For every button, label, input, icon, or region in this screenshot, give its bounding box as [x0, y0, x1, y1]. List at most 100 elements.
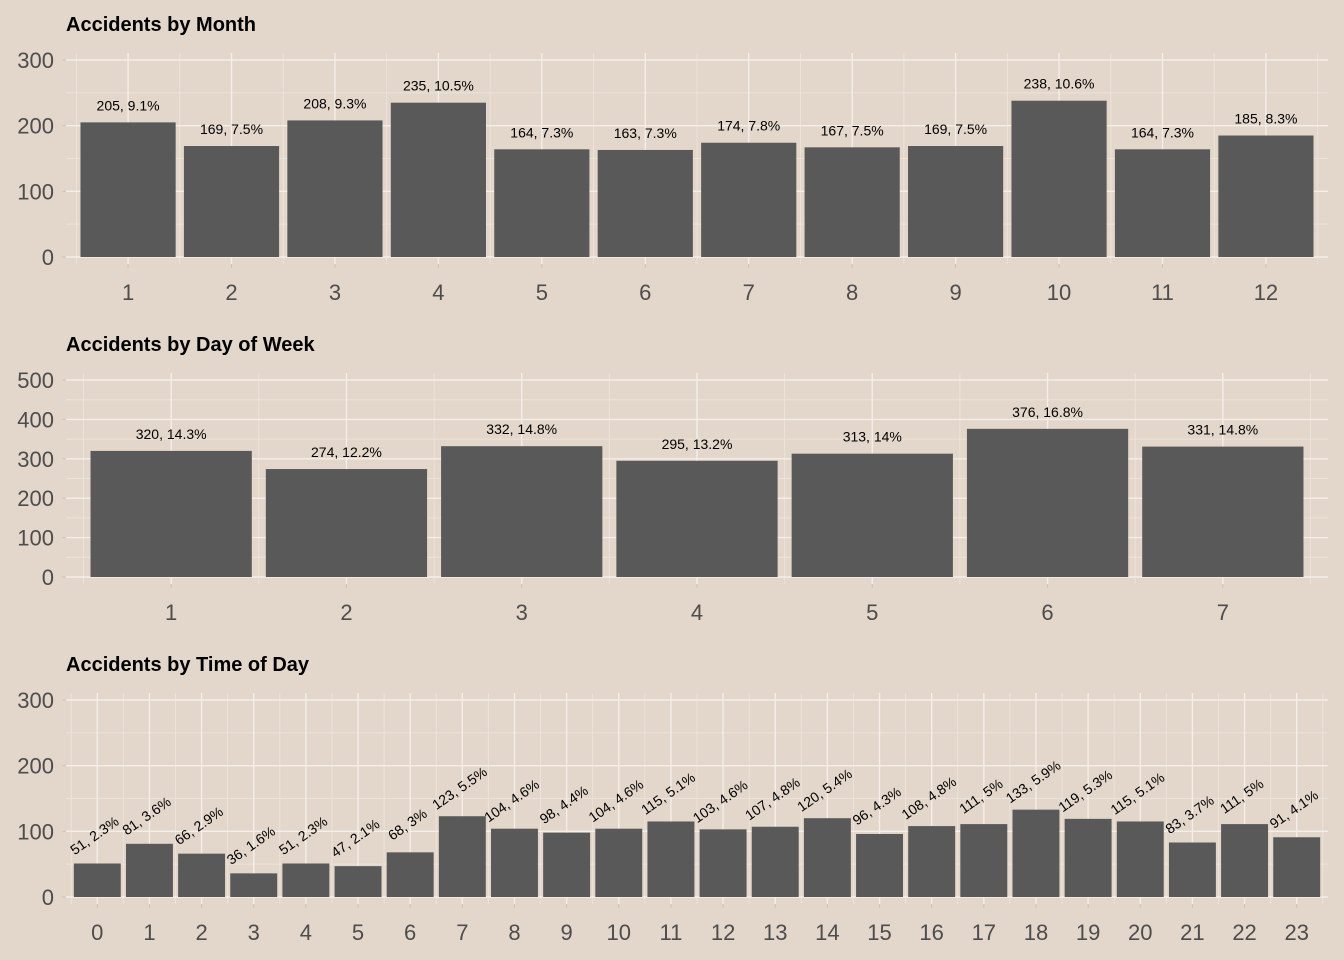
month-x-tick-label: 9 [949, 280, 961, 305]
hour-bar [803, 818, 851, 897]
hour-x-axis: 0 1 2 3 4 5 6 7 8 9 10 11 12 13 14 15 16 17 18 19 20 21 22 23 [91, 904, 1309, 945]
hour-bar [438, 816, 486, 897]
hour-x-tick-label: 9 [561, 920, 573, 945]
hour-data-label: 119, 5.3% [1055, 766, 1115, 815]
month-chart-title: Accidents by Month [66, 14, 256, 36]
weekday-bar [1142, 446, 1304, 577]
weekday-x-tick-label: 6 [1041, 600, 1053, 625]
month-x-tick-label: 2 [225, 280, 237, 305]
weekday-bars [90, 428, 1304, 577]
month-data-label: 238, 10.6% [1024, 76, 1095, 92]
month-bar [287, 120, 383, 257]
hour-data-label: 104, 4.6% [481, 776, 542, 825]
hour-y-axis: 0 100 200 300 [17, 688, 66, 910]
month-x-tick-label: 6 [639, 280, 651, 305]
hour-y-tick-label: 200 [17, 754, 54, 779]
month-bar [390, 102, 486, 257]
month-y-tick-label: 200 [17, 114, 54, 139]
month-data-labels: 205, 9.1% 169, 7.5% 208, 9.3% 235, 10.5% 164… [97, 76, 1298, 141]
month-data-label: 174, 7.8% [717, 118, 780, 134]
hour-data-label: 36, 1.6% [224, 823, 278, 868]
weekday-y-tick-label: 0 [42, 565, 54, 590]
weekday-y-tick-label: 200 [17, 486, 54, 511]
hour-x-tick-label: 4 [300, 920, 312, 945]
month-bar [908, 146, 1004, 257]
weekday-bar [616, 460, 778, 577]
month-data-label: 164, 7.3% [1131, 124, 1194, 140]
month-x-tick-label: 8 [846, 280, 858, 305]
month-x-tick-label: 5 [536, 280, 548, 305]
month-bar [1011, 100, 1107, 257]
hour-x-tick-label: 13 [763, 920, 787, 945]
hour-x-tick-label: 5 [352, 920, 364, 945]
hour-bars [73, 809, 1321, 897]
month-bars [80, 100, 1314, 257]
hour-bar [751, 826, 799, 897]
month-x-tick-label: 4 [432, 280, 444, 305]
hour-x-tick-label: 15 [867, 920, 891, 945]
hour-bar [1273, 837, 1321, 897]
weekday-data-label: 320, 14.3% [136, 426, 207, 442]
month-bar [494, 149, 590, 257]
hour-panel: Accidents by Time of Day 51, 2.3%81, 3.6… [17, 654, 1328, 945]
hour-x-tick-label: 19 [1076, 920, 1100, 945]
hour-bar [282, 863, 330, 897]
hour-x-tick-label: 23 [1284, 920, 1308, 945]
hour-data-label: 115, 5.1% [1107, 769, 1167, 818]
hour-x-tick-label: 21 [1180, 920, 1204, 945]
hour-data-label: 51, 2.3% [276, 813, 330, 858]
month-panel: Accidents by Month 205, 9.1%169, 7.5%208… [17, 14, 1328, 305]
weekday-x-tick-label: 7 [1217, 600, 1229, 625]
hour-bar [73, 863, 121, 897]
month-bar [1218, 135, 1314, 257]
weekday-bar [966, 428, 1129, 577]
hour-bar [1064, 818, 1112, 897]
weekday-y-tick-label: 500 [17, 368, 54, 393]
weekday-y-tick-label: 300 [17, 447, 54, 472]
hour-x-tick-label: 0 [91, 920, 103, 945]
month-bar [701, 142, 797, 257]
hour-data-label: 47, 2.1% [328, 816, 382, 861]
month-x-axis: 1 2 3 4 5 6 7 8 9 10 11 12 [122, 264, 1278, 305]
hour-data-label: 51, 2.3% [67, 813, 121, 858]
weekday-x-tick-label: 3 [516, 600, 528, 625]
month-bar [804, 147, 900, 257]
hour-x-tick-label: 14 [815, 920, 839, 945]
month-x-tick-label: 10 [1047, 280, 1071, 305]
hour-bar [334, 866, 382, 897]
hour-bar [1116, 821, 1164, 897]
weekday-bar [791, 453, 953, 577]
weekday-data-label: 332, 14.8% [486, 421, 557, 437]
month-x-tick-label: 7 [743, 280, 755, 305]
hour-x-tick-label: 6 [404, 920, 416, 945]
hour-x-tick-label: 1 [143, 920, 155, 945]
weekday-y-axis: 0 100 200 300 400 500 [17, 368, 66, 590]
month-y-tick-label: 100 [17, 179, 54, 204]
weekday-bar [265, 469, 428, 577]
weekday-x-tick-label: 4 [691, 600, 703, 625]
hour-data-label: 91, 4.1% [1267, 787, 1321, 832]
weekday-panel: Accidents by Day of Week 320, 14.3% 274, … [17, 334, 1328, 625]
month-y-tick-label: 300 [17, 48, 54, 73]
hour-x-tick-label: 20 [1128, 920, 1152, 945]
month-y-tick-label: 0 [42, 245, 54, 270]
hour-data-label: 111, 5% [1217, 775, 1267, 816]
hour-bar [1168, 842, 1216, 897]
month-data-label: 235, 10.5% [403, 78, 474, 94]
weekday-data-label: 274, 12.2% [311, 444, 382, 460]
hour-x-tick-label: 12 [711, 920, 735, 945]
weekday-x-axis: 1 2 3 4 5 6 7 [165, 584, 1229, 625]
weekday-x-tick-label: 5 [866, 600, 878, 625]
month-data-label: 185, 8.3% [1234, 111, 1297, 127]
hour-bar [1221, 824, 1269, 897]
month-bar [597, 149, 693, 257]
hour-x-tick-label: 11 [660, 920, 683, 945]
hour-bar [491, 828, 538, 897]
hour-x-tick-label: 22 [1232, 920, 1256, 945]
hour-bar [647, 821, 695, 897]
hour-data-label: 115, 5.1% [638, 769, 698, 818]
month-bar [183, 146, 280, 257]
hour-data-label: 103, 4.6% [690, 777, 751, 826]
weekday-data-label: 331, 14.8% [1187, 422, 1258, 438]
month-data-label: 167, 7.5% [821, 122, 884, 138]
